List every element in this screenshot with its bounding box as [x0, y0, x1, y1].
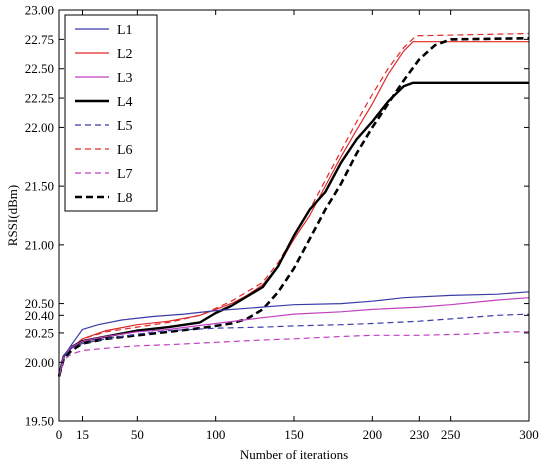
legend-label-l8: L8: [117, 191, 133, 206]
x-tick-label: 0: [56, 427, 63, 442]
legend-label-l1: L1: [117, 23, 133, 38]
y-tick-label: 19.50: [25, 414, 54, 429]
x-tick-label: 150: [284, 427, 304, 442]
series-line-l7: [58, 331, 529, 377]
series-layer: [57, 32, 530, 377]
legend: L1 L2 L3 L4 L5 L6 L7 L8: [64, 14, 158, 212]
legend-label-l7: L7: [117, 167, 133, 182]
x-tick-label: 50: [131, 427, 144, 442]
legend-label-l3: L3: [117, 71, 133, 86]
series-line-l6: [58, 32, 530, 377]
legend-label-l4: L4: [117, 95, 133, 110]
series-line-l5: [58, 313, 530, 377]
legend-label-l5: L5: [117, 119, 133, 134]
series-line-l1: [58, 291, 530, 377]
y-tick-label: 21.50: [25, 179, 54, 194]
x-tick-label: 230: [410, 427, 430, 442]
y-tick-label: 22.50: [25, 61, 54, 76]
x-axis-label: Number of iterations: [240, 447, 348, 462]
series-line-l2: [58, 41, 529, 377]
series-line-l3: [58, 297, 530, 377]
x-tick-label: 250: [441, 427, 461, 442]
y-tick-label: 20.25: [25, 325, 54, 340]
y-tick-label: 23.00: [25, 3, 54, 18]
y-axis-label: RSSI(dBm): [5, 185, 20, 246]
legend-box: [64, 14, 158, 212]
x-tick-label: 300: [519, 427, 539, 442]
legend-label-l2: L2: [117, 47, 133, 62]
y-tick-label: 22.00: [25, 120, 54, 135]
x-tick-label: 15: [76, 427, 89, 442]
y-tick-label: 20.00: [25, 355, 54, 370]
x-tick-label: 100: [206, 427, 226, 442]
x-tick-label: 200: [363, 427, 383, 442]
legend-label-l6: L6: [117, 143, 133, 158]
y-tick-label: 22.75: [25, 32, 54, 47]
y-tick-label: 21.00: [25, 237, 54, 252]
y-tick-label: 20.50: [25, 296, 54, 311]
series-line-l8: [57, 36, 530, 377]
y-tick-label: 20.40: [25, 308, 54, 323]
y-tick-label: 22.25: [25, 91, 54, 106]
